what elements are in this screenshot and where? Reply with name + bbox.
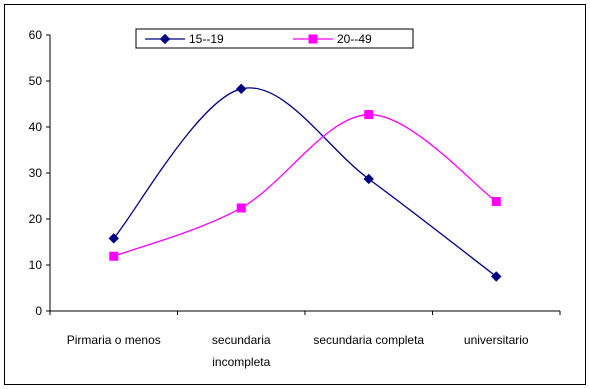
x-tick-label-line: universitario: [464, 333, 529, 347]
x-tick-label-line: Pirmaria o menos: [67, 333, 161, 347]
x-tick-label: secundaria completa: [313, 333, 424, 347]
axes: 0 10 20 30 40 50 60 Pirmaria o menos secundaria i…: [29, 28, 561, 369]
x-tick-label: secundaria incompleta: [212, 333, 271, 369]
y-tick-label: 10: [29, 258, 43, 272]
series-layer: [108, 83, 502, 282]
chart-frame: [4, 4, 586, 385]
legend: 15--19 20--49: [135, 28, 414, 49]
x-tick-label-line: secundaria: [212, 333, 271, 347]
y-tick-label: 30: [29, 166, 43, 180]
data-point: [236, 83, 247, 95]
legend-box: [135, 28, 414, 49]
x-tick-label: universitario: [464, 333, 529, 347]
legend-entry: 20--49: [293, 32, 372, 46]
data-point: [236, 203, 246, 213]
data-point: [364, 110, 374, 120]
series-line: [113, 113, 497, 257]
series-20--49: [109, 110, 501, 261]
data-point: [108, 233, 119, 244]
x-tick-label-line: incompleta: [212, 355, 270, 369]
legend-label: 15--19: [189, 32, 224, 46]
series-line: [113, 87, 497, 278]
data-point: [363, 173, 374, 185]
y-tick-label: 20: [29, 212, 43, 226]
x-tick-label: Pirmaria o menos: [67, 333, 161, 347]
legend-marker: [159, 33, 171, 45]
legend-entry: 15--19: [145, 32, 224, 46]
legend-marker: [308, 34, 318, 44]
x-tick-label-line: secundaria completa: [313, 333, 424, 347]
y-tick-label: 40: [29, 120, 43, 134]
data-point: [109, 251, 119, 261]
series-15--19: [108, 83, 502, 282]
data-point: [491, 197, 501, 207]
legend-label: 20--49: [337, 32, 372, 46]
y-tick-label: 0: [35, 304, 42, 318]
y-tick-label: 60: [29, 28, 43, 42]
data-point: [491, 271, 502, 282]
y-tick-label: 50: [29, 74, 43, 88]
